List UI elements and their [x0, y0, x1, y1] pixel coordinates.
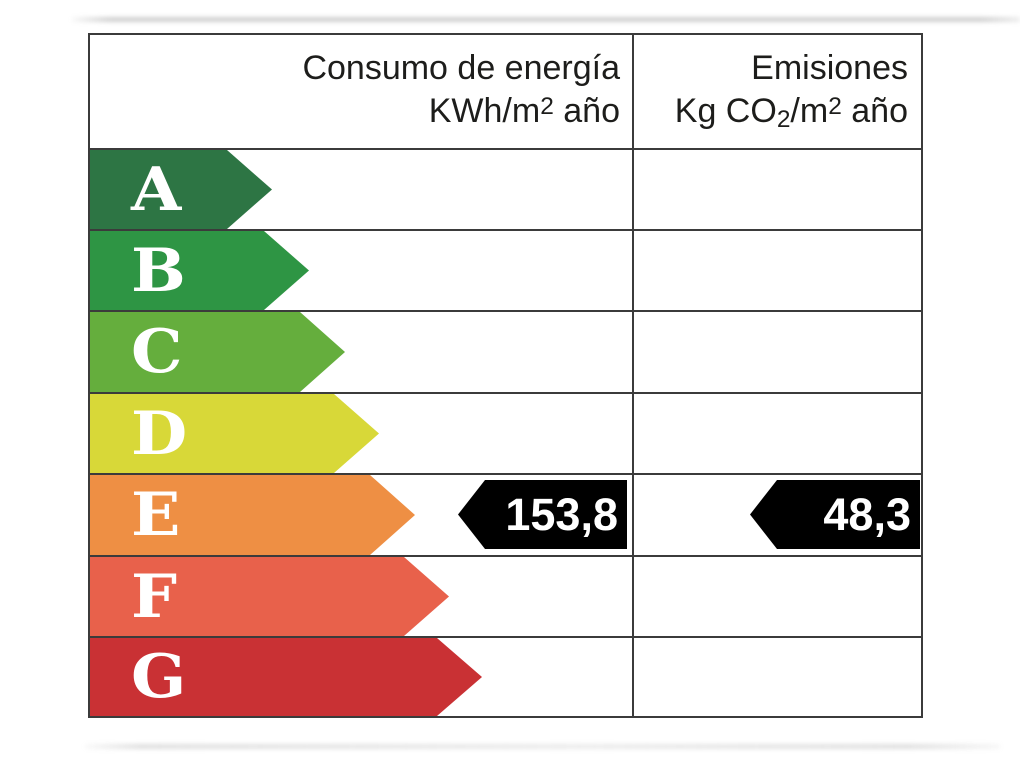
rating-bar-d: D: [90, 394, 379, 473]
rating-letter-a: A: [131, 154, 182, 225]
consumo-value: 153,8: [505, 488, 618, 540]
scan-artifact-bottom: [85, 744, 1000, 749]
rating-letter-d: D: [131, 398, 188, 469]
rating-row-e: E: [90, 473, 921, 555]
rating-table: Consumo de energía KWh/m2 año Emisiones …: [88, 33, 923, 718]
rating-row-d: D: [90, 392, 921, 473]
emisiones-column-header: Emisiones Kg CO2/m2 año: [634, 35, 921, 148]
rating-row-g: G: [90, 636, 921, 716]
rating-bar-c: C: [90, 312, 345, 392]
rating-row-f: F: [90, 555, 921, 636]
emisiones-header-line2: Kg CO2/m2 año: [674, 92, 908, 134]
rating-bar-a: A: [90, 150, 272, 229]
rating-letter-g: G: [131, 642, 187, 712]
rating-row-c: C: [90, 310, 921, 392]
rating-letter-e: E: [131, 480, 181, 550]
rating-bar-e: E: [90, 475, 415, 555]
rating-letter-c: C: [131, 317, 183, 387]
rating-row-b: B: [90, 229, 921, 310]
column-divider: [632, 35, 634, 716]
rating-row-a: A: [90, 148, 921, 229]
emisiones-value-arrow: 48,3: [750, 480, 920, 549]
rating-bar-g: G: [90, 638, 482, 716]
consumo-value-arrow: 153,8: [458, 480, 627, 549]
consumo-header-line2: KWh/m2 año: [428, 92, 620, 130]
rating-bar-f: F: [90, 557, 449, 636]
consumo-column-header: Consumo de energía KWh/m2 año: [90, 35, 632, 148]
emisiones-value: 48,3: [823, 488, 911, 540]
rating-bar-b: B: [90, 231, 309, 310]
scan-artifact-top: [72, 17, 1020, 22]
rating-letter-f: F: [131, 561, 178, 632]
emisiones-header-line1: Emisiones: [751, 49, 908, 87]
rating-letter-b: B: [131, 235, 186, 306]
consumo-header-line1: Consumo de energía: [302, 49, 620, 87]
